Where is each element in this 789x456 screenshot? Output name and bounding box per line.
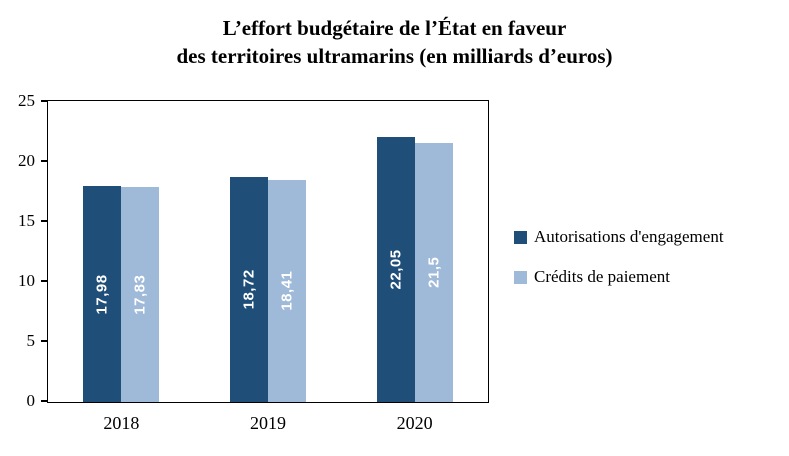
bar-2018-series2: 17,83 xyxy=(121,187,160,402)
x-axis-label-2018: 2018 xyxy=(103,413,140,433)
bar-value-label: 18,41 xyxy=(278,271,296,312)
y-axis-tick xyxy=(41,280,47,282)
bar-group-2018: 17,98 17,83 xyxy=(48,101,195,402)
y-axis-tick xyxy=(41,220,47,222)
legend: Autorisations d'engagement Crédits de pai… xyxy=(514,228,724,286)
bar-value-label: 21,5 xyxy=(425,256,443,289)
y-axis-label-25: 25 xyxy=(18,91,35,110)
x-axis-label-2020: 2020 xyxy=(396,413,433,433)
bar-2019-series2: 18,41 xyxy=(267,180,306,402)
y-axis-label-0: 0 xyxy=(26,391,36,410)
y-axis-label-15: 15 xyxy=(18,211,35,230)
legend-label: Autorisations d'engagement xyxy=(534,227,724,246)
y-axis-tick xyxy=(41,340,47,342)
y-axis-label-20: 20 xyxy=(18,151,35,170)
chart-title-line2: des territoires ultramarins (en milliard… xyxy=(176,44,613,69)
x-axis-label-2019: 2019 xyxy=(249,413,286,433)
bar-value-label: 22,05 xyxy=(387,249,405,290)
chart-title-line1: L’effort budgétaire de l’État en faveur xyxy=(222,16,567,40)
bar-value-label: 17,98 xyxy=(93,273,111,314)
bar-group-2019: 18,72 18,41 xyxy=(195,101,342,402)
chart-title: L’effort budgétaire de l’État en faveur … xyxy=(0,14,789,71)
bar-2020-series2: 21,5 xyxy=(414,143,453,402)
plot-area: 17,98 17,83 18,72 18,41 22,05 21,5 xyxy=(47,100,489,403)
y-axis-tick xyxy=(41,160,47,162)
x-axis: 2018 2019 2020 xyxy=(48,411,488,441)
y-axis-label-10: 10 xyxy=(18,271,35,290)
legend-swatch-icon xyxy=(514,230,527,244)
y-axis-label-5: 5 xyxy=(26,331,36,350)
bar-value-label: 17,83 xyxy=(131,274,149,315)
bar-2020-series1: 22,05 xyxy=(376,136,415,402)
y-axis: 0 5 10 15 20 25 xyxy=(0,91,47,410)
y-axis-tick xyxy=(41,400,47,402)
bar-2019-series1: 18,72 xyxy=(229,176,268,402)
legend-swatch-icon xyxy=(514,270,527,284)
y-axis-tick xyxy=(41,100,47,102)
legend-item-1: Autorisations d'engagement xyxy=(514,228,724,246)
bar-value-label: 18,72 xyxy=(240,269,258,310)
legend-label: Crédits de paiement xyxy=(534,267,670,286)
legend-item-2: Crédits de paiement xyxy=(514,268,724,286)
bar-group-2020: 22,05 21,5 xyxy=(341,101,488,402)
bar-2018-series1: 17,98 xyxy=(83,185,122,402)
